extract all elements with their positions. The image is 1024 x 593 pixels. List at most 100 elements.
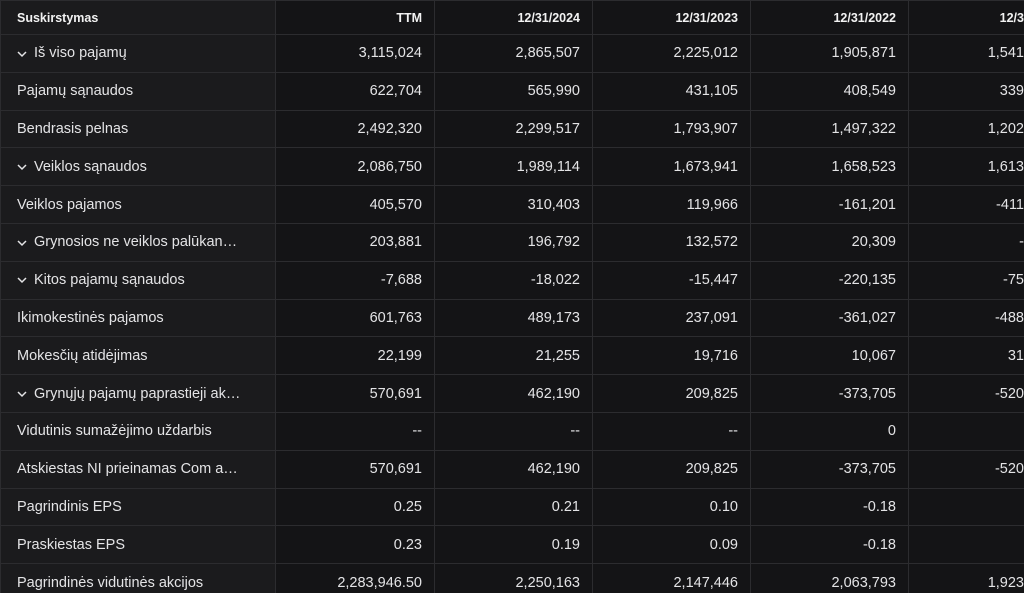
cell-value: 622,704 xyxy=(275,71,435,111)
row-label[interactable]: Kitos pajamų sąnaudos xyxy=(0,260,276,300)
cell-text: 570,691 xyxy=(369,461,422,478)
cell-value: -- xyxy=(275,411,435,451)
table-row: Grynųjų pajamų paprastieji ak… 570,691 462… xyxy=(0,374,1024,413)
cell-text: 431,105 xyxy=(685,83,738,100)
cell-value: 310,403 xyxy=(434,185,593,224)
cell-value: 405,570 xyxy=(275,185,435,224)
cell-text: -361,027 xyxy=(838,309,896,326)
cell-text: 3,115,024 xyxy=(358,45,422,62)
cell-text: 0.19 xyxy=(551,536,580,553)
expand-chevron[interactable] xyxy=(17,276,27,284)
column-header[interactable]: 12/31/2024 xyxy=(434,0,593,35)
row-label-text: Mokesčių atidėjimas xyxy=(17,347,148,364)
row-label-text: Atskiestas NI prieinamas Com a… xyxy=(17,461,238,478)
cell-text: -161,201 xyxy=(838,196,896,213)
cell-text: 570,691 xyxy=(369,385,422,402)
column-header[interactable]: TTM xyxy=(275,0,435,35)
cell-value: -- xyxy=(592,411,751,451)
cell-value: 408,549 xyxy=(750,71,909,111)
row-label-text: Grynųjų pajamų paprastieji ak… xyxy=(34,385,241,402)
row-label-text: Vidutinis sumažėjimo uždarbis xyxy=(17,423,212,440)
expand-chevron[interactable] xyxy=(17,50,27,58)
table-row: Kitos pajamų sąnaudos -7,688 -18,022 -15,44… xyxy=(0,260,1024,300)
cell-value: 489,173 xyxy=(434,298,593,338)
table-row: Veiklos sąnaudos 2,086,750 1,989,114 1,673,… xyxy=(0,147,1024,187)
row-label-text: Ikimokestinės pajamos xyxy=(17,309,164,326)
cell-text: 2,865,507 xyxy=(515,45,580,62)
row-label[interactable]: Grynosios ne veiklos palūkan… xyxy=(0,222,276,262)
cell-text: 31 xyxy=(1007,347,1024,364)
cell-value: 2,492,320 xyxy=(275,109,435,149)
cell-text: 0.25 xyxy=(393,498,422,515)
cell-value xyxy=(908,487,1024,527)
cell-value: 31 xyxy=(908,336,1024,376)
cell-value: 0.25 xyxy=(275,487,435,527)
row-label-text: Veiklos pajamos xyxy=(17,196,122,213)
row-label-text: Kitos pajamų sąnaudos xyxy=(34,272,185,289)
cell-value: 2,865,507 xyxy=(434,34,593,73)
column-header[interactable]: 12/3 xyxy=(908,0,1024,35)
table-body: Iš viso pajamų 3,115,024 2,865,507 2,225,01… xyxy=(0,34,1024,593)
cell-value: 2,299,517 xyxy=(434,109,593,149)
cell-text: -520 xyxy=(994,385,1024,402)
cell-value: -488 xyxy=(908,298,1024,338)
cell-text: 565,990 xyxy=(527,83,580,100)
expand-chevron[interactable] xyxy=(17,239,27,247)
cell-text: 489,173 xyxy=(527,309,580,326)
row-label: Ikimokestinės pajamos xyxy=(0,298,276,338)
cell-value: 570,691 xyxy=(275,374,435,413)
cell-text: 203,881 xyxy=(369,234,422,251)
cell-value xyxy=(908,525,1024,565)
cell-text: 1,541 xyxy=(987,45,1024,62)
row-label: Atskiestas NI prieinamas Com a… xyxy=(0,449,276,489)
cell-value: 1,613 xyxy=(908,147,1024,187)
cell-value: -0.18 xyxy=(750,525,909,565)
cell-value: 1,989,114 xyxy=(434,147,593,187)
table-row: Mokesčių atidėjimas 22,199 21,255 19,716 10,… xyxy=(0,336,1024,376)
cell-text: 10,067 xyxy=(851,347,896,364)
cell-text: 2,063,793 xyxy=(831,574,896,591)
row-label: Pagrindinis EPS xyxy=(0,487,276,527)
expand-chevron[interactable] xyxy=(17,163,27,171)
column-header[interactable]: 12/31/2023 xyxy=(592,0,751,35)
cell-value: 2,147,446 xyxy=(592,563,751,593)
cell-text: 21,255 xyxy=(535,347,580,364)
cell-value: 10,067 xyxy=(750,336,909,376)
cell-text: -- xyxy=(412,423,422,440)
cell-text: 2,283,946.50 xyxy=(337,574,422,591)
cell-text: 1,613 xyxy=(987,158,1024,175)
cell-text: 0.23 xyxy=(393,536,422,553)
cell-text: 2,250,163 xyxy=(515,574,580,591)
cell-text: 1,202 xyxy=(987,120,1024,137)
cell-text: 1,923 xyxy=(987,574,1024,591)
cell-value: 22,199 xyxy=(275,336,435,376)
row-label[interactable]: Grynųjų pajamų paprastieji ak… xyxy=(0,374,276,413)
row-label: Vidutinis sumažėjimo uždarbis xyxy=(0,411,276,451)
cell-value: 196,792 xyxy=(434,222,593,262)
expand-chevron[interactable] xyxy=(17,390,27,398)
cell-value: 19,716 xyxy=(592,336,751,376)
cell-text: 0.21 xyxy=(551,498,580,515)
cell-text: 1,905,871 xyxy=(831,45,896,62)
table-row: Grynosios ne veiklos palūkan… 203,881 196,… xyxy=(0,222,1024,262)
row-label[interactable]: Veiklos sąnaudos xyxy=(0,147,276,187)
column-header[interactable]: 12/31/2022 xyxy=(750,0,909,35)
cell-value: 2,225,012 xyxy=(592,34,751,73)
row-label[interactable]: Iš viso pajamų xyxy=(0,34,276,73)
cell-text: -75 xyxy=(1003,272,1024,289)
table-row: Bendrasis pelnas 2,492,320 2,299,517 1,793,… xyxy=(0,109,1024,149)
row-label-text: Iš viso pajamų xyxy=(34,45,127,62)
cell-value: 0.21 xyxy=(434,487,593,527)
cell-text: 462,190 xyxy=(527,385,580,402)
cell-value: 1,497,322 xyxy=(750,109,909,149)
cell-value: 1,905,871 xyxy=(750,34,909,73)
cell-text: 1,673,941 xyxy=(673,158,738,175)
cell-text: 2,086,750 xyxy=(357,158,422,175)
cell-value: -520 xyxy=(908,374,1024,413)
table-row: Pagrindinės vidutinės akcijos 2,283,946.5… xyxy=(0,563,1024,593)
cell-value: -15,447 xyxy=(592,260,751,300)
cell-value: 0.09 xyxy=(592,525,751,565)
cell-value: 1,923 xyxy=(908,563,1024,593)
cell-text: 1,793,907 xyxy=(673,120,738,137)
